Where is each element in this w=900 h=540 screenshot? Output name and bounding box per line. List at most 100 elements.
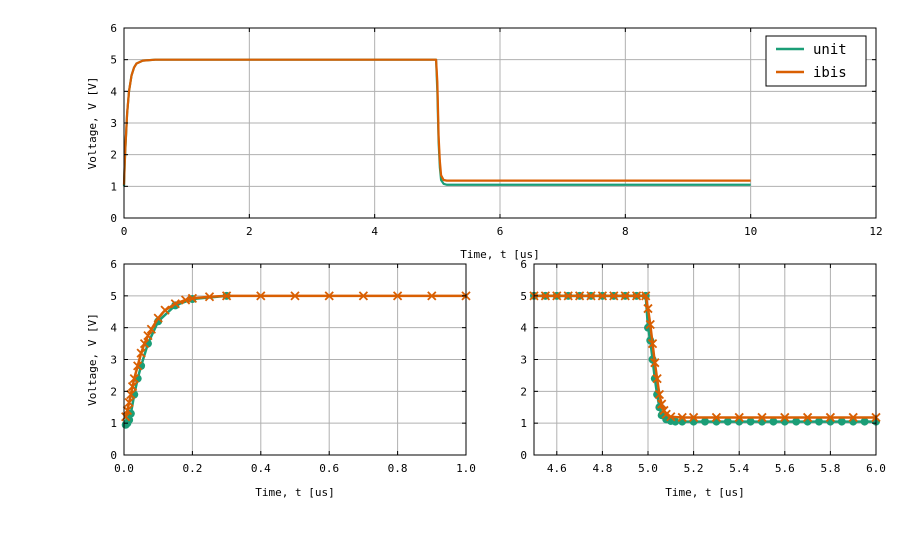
y-tick-label: 6 — [110, 22, 117, 35]
unit-point — [758, 417, 766, 426]
x-tick-label: 0.2 — [182, 462, 202, 475]
legend-frame — [765, 35, 867, 87]
ibis-point — [126, 389, 136, 400]
ibis-point — [780, 412, 790, 423]
unit-point — [860, 417, 869, 426]
ibis-point — [563, 291, 573, 301]
y-tick-label: 0 — [110, 449, 117, 462]
ibis-point — [180, 295, 191, 305]
ibis-point — [392, 291, 403, 301]
x-tick-label: 5.4 — [729, 462, 749, 475]
x-tick-label: 0.6 — [319, 462, 339, 475]
ibis-point — [666, 412, 676, 422]
unit-point — [803, 417, 812, 426]
ibis-point — [586, 291, 596, 301]
bottom-left-plot-panel: 0.0 0.2 0.4 0.6 0.8 1.0 0 1 2 3 4 5 6 Time, t [us] Vol… — [86, 258, 476, 499]
unit-point — [780, 417, 789, 426]
unit-point — [678, 417, 687, 426]
x-tick-label: 4.6 — [547, 462, 567, 475]
ibis-point — [711, 412, 722, 423]
ibis-point — [136, 348, 146, 358]
x-axis-label: Time, t [us] — [255, 486, 334, 499]
y-tick-label: 4 — [520, 322, 527, 335]
ibis-point — [661, 409, 671, 419]
y-tick-label: 6 — [520, 258, 527, 271]
x-tick-label: 10 — [744, 225, 757, 238]
ibis-point — [170, 299, 180, 309]
x-tick-label: 4.8 — [592, 462, 612, 475]
y-axis-label: Voltage, V [V] — [86, 77, 99, 170]
x-tick-label: 6.0 — [866, 462, 886, 475]
ibis-point — [540, 291, 551, 301]
x-tick-label: 0 — [121, 225, 128, 238]
y-tick-label: 3 — [520, 354, 527, 367]
unit-point — [701, 417, 709, 426]
ibis-point — [552, 291, 562, 301]
ibis-point — [139, 338, 150, 349]
ibis-point — [734, 412, 744, 423]
ibis-point — [290, 291, 300, 301]
ibis-point — [641, 291, 651, 301]
ibis-point — [160, 305, 170, 315]
ibis-point — [358, 291, 369, 301]
legend-ibis-label: ibis — [813, 65, 847, 81]
x-tick-label: 5.2 — [684, 462, 704, 475]
legend-unit-label: unit — [813, 42, 847, 58]
ibis-point — [645, 319, 655, 330]
ibis-point — [620, 291, 630, 301]
y-tick-label: 5 — [110, 54, 117, 67]
ibis-point — [825, 412, 836, 423]
legend: unit ibis — [765, 35, 867, 87]
y-tick-label: 3 — [110, 354, 117, 367]
x-tick-label: 12 — [869, 225, 882, 238]
y-tick-label: 2 — [110, 385, 117, 398]
ibis-point — [256, 291, 266, 301]
ibis-point — [146, 324, 156, 334]
unit-point — [735, 417, 744, 426]
ibis-point — [324, 291, 334, 301]
ibis-point — [848, 412, 858, 423]
y-tick-label: 4 — [110, 85, 117, 98]
x-tick-label: 0.8 — [388, 462, 408, 475]
y-tick-label: 0 — [110, 212, 117, 225]
x-tick-label: 5.0 — [638, 462, 658, 475]
y-tick-label: 6 — [110, 258, 117, 271]
ibis-point — [802, 412, 813, 423]
ibis-point — [631, 291, 642, 301]
x-tick-label: 8 — [622, 225, 629, 238]
unit-point — [689, 417, 698, 426]
y-tick-label: 5 — [110, 290, 117, 303]
y-tick-label: 2 — [110, 149, 117, 162]
unit-point — [826, 417, 835, 426]
x-tick-label: 5.8 — [820, 462, 840, 475]
x-tick-label: 0.4 — [251, 462, 271, 475]
ibis-point — [122, 405, 133, 416]
ibis-point — [574, 291, 585, 301]
ibis-point — [204, 292, 215, 302]
ibis-point — [129, 373, 139, 384]
y-tick-label: 2 — [520, 385, 527, 398]
x-tick-label: 2 — [246, 225, 253, 238]
ibis-point — [427, 291, 437, 301]
unit-point — [837, 417, 846, 426]
bottom-right-plot-panel: 4.6 4.8 5.0 5.2 5.4 5.6 5.8 6.0 0 1 2 3 4 5 6 Time, t [… — [520, 258, 886, 499]
y-tick-label: 4 — [110, 322, 117, 335]
unit-point — [723, 417, 732, 426]
ibis-point — [657, 399, 667, 409]
ibis-point — [643, 303, 653, 314]
ibis-point — [121, 412, 131, 422]
ibis-point — [650, 358, 660, 368]
y-axis-label: Voltage, V [V] — [86, 313, 99, 406]
unit-point — [769, 417, 778, 426]
ibis-point — [654, 389, 665, 400]
x-tick-label: 1.0 — [456, 462, 476, 475]
ibis-point — [609, 291, 619, 301]
unit-point — [792, 417, 801, 426]
ibis-point — [143, 330, 153, 341]
ibis-point — [757, 412, 767, 423]
y-tick-label: 3 — [110, 117, 117, 130]
ibis-point — [221, 291, 232, 301]
ibis-point — [688, 412, 699, 423]
x-tick-label: 4 — [371, 225, 378, 238]
